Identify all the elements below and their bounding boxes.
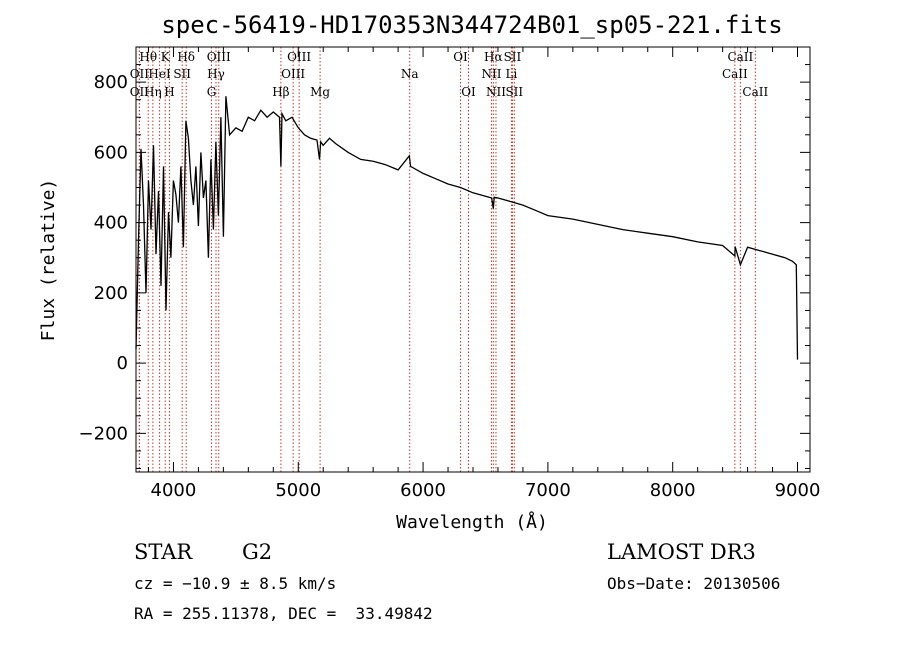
x-tick-label: 6000 xyxy=(400,480,446,501)
observation-date: Obs−Date: 20130506 xyxy=(607,574,781,593)
survey-name: LAMOST DR3 xyxy=(607,540,756,564)
y-tick-label: 800 xyxy=(94,72,128,93)
line-marker-label: OII xyxy=(130,85,150,99)
line-marker-label: NII xyxy=(481,67,501,81)
emission-line-markers xyxy=(138,47,756,472)
line-marker-label: K xyxy=(161,50,171,64)
y-tick-label: 600 xyxy=(94,142,128,163)
y-tick-label: 400 xyxy=(94,213,128,234)
line-marker-label: OIII xyxy=(281,67,305,81)
chart-title: spec-56419-HD170353N344724B01_sp05-221.f… xyxy=(161,11,782,39)
line-marker-label: SII xyxy=(173,67,191,81)
line-marker-label: Hθ xyxy=(139,50,157,64)
coordinates: RA = 255.11378, DEC = 33.49842 xyxy=(134,604,433,623)
y-tick-label: −200 xyxy=(79,423,128,444)
line-marker-label: SII xyxy=(504,50,522,64)
x-tick-label: 9000 xyxy=(775,480,821,501)
x-tick-label: 8000 xyxy=(650,480,696,501)
line-marker-label: SII xyxy=(505,85,523,99)
plot-frame xyxy=(135,46,811,473)
line-marker-label: Li xyxy=(506,67,518,81)
line-marker-label: Hδ xyxy=(177,50,195,64)
line-marker-label: OII xyxy=(130,67,150,81)
line-marker-label: NII xyxy=(486,85,506,99)
line-marker-label: G xyxy=(207,85,217,99)
line-marker-label: OI xyxy=(461,85,476,99)
object-class: STAR xyxy=(134,540,193,564)
line-marker-label: CaII xyxy=(742,85,768,99)
x-tick-label: 7000 xyxy=(525,480,571,501)
y-tick-label: 200 xyxy=(94,283,128,304)
line-marker-label: CaII xyxy=(722,67,748,81)
x-axis-ticks: 4000 5000 6000 7000 8000 9000 xyxy=(147,47,821,501)
line-marker-label: Hγ xyxy=(207,67,225,81)
line-marker-label: OI xyxy=(453,50,468,64)
line-marker-label: Mg xyxy=(310,85,330,99)
y-axis-ticks: −200 0 200 400 600 800 xyxy=(79,46,810,469)
object-subclass: G2 xyxy=(242,540,273,564)
line-marker-label: Hβ xyxy=(272,85,289,99)
line-marker-label: CaII xyxy=(727,50,753,64)
line-marker-label: Hη xyxy=(144,85,162,99)
line-marker-label: HeI xyxy=(148,67,171,81)
line-marker-label: Hα xyxy=(484,50,503,64)
line-marker-label: H xyxy=(164,85,174,99)
y-axis-label: Flux (relative) xyxy=(38,179,59,342)
line-marker-label: Na xyxy=(401,67,419,81)
redshift-cz: cz = −10.9 ± 8.5 km/s xyxy=(134,574,337,593)
x-tick-label: 4000 xyxy=(151,480,197,501)
line-marker-label: OIII xyxy=(287,50,311,64)
y-tick-label: 0 xyxy=(117,353,128,374)
x-tick-label: 5000 xyxy=(275,480,321,501)
spectrum-line xyxy=(135,96,799,360)
x-axis-label: Wavelength (Å) xyxy=(396,511,548,533)
line-marker-label: OIII xyxy=(207,50,231,64)
